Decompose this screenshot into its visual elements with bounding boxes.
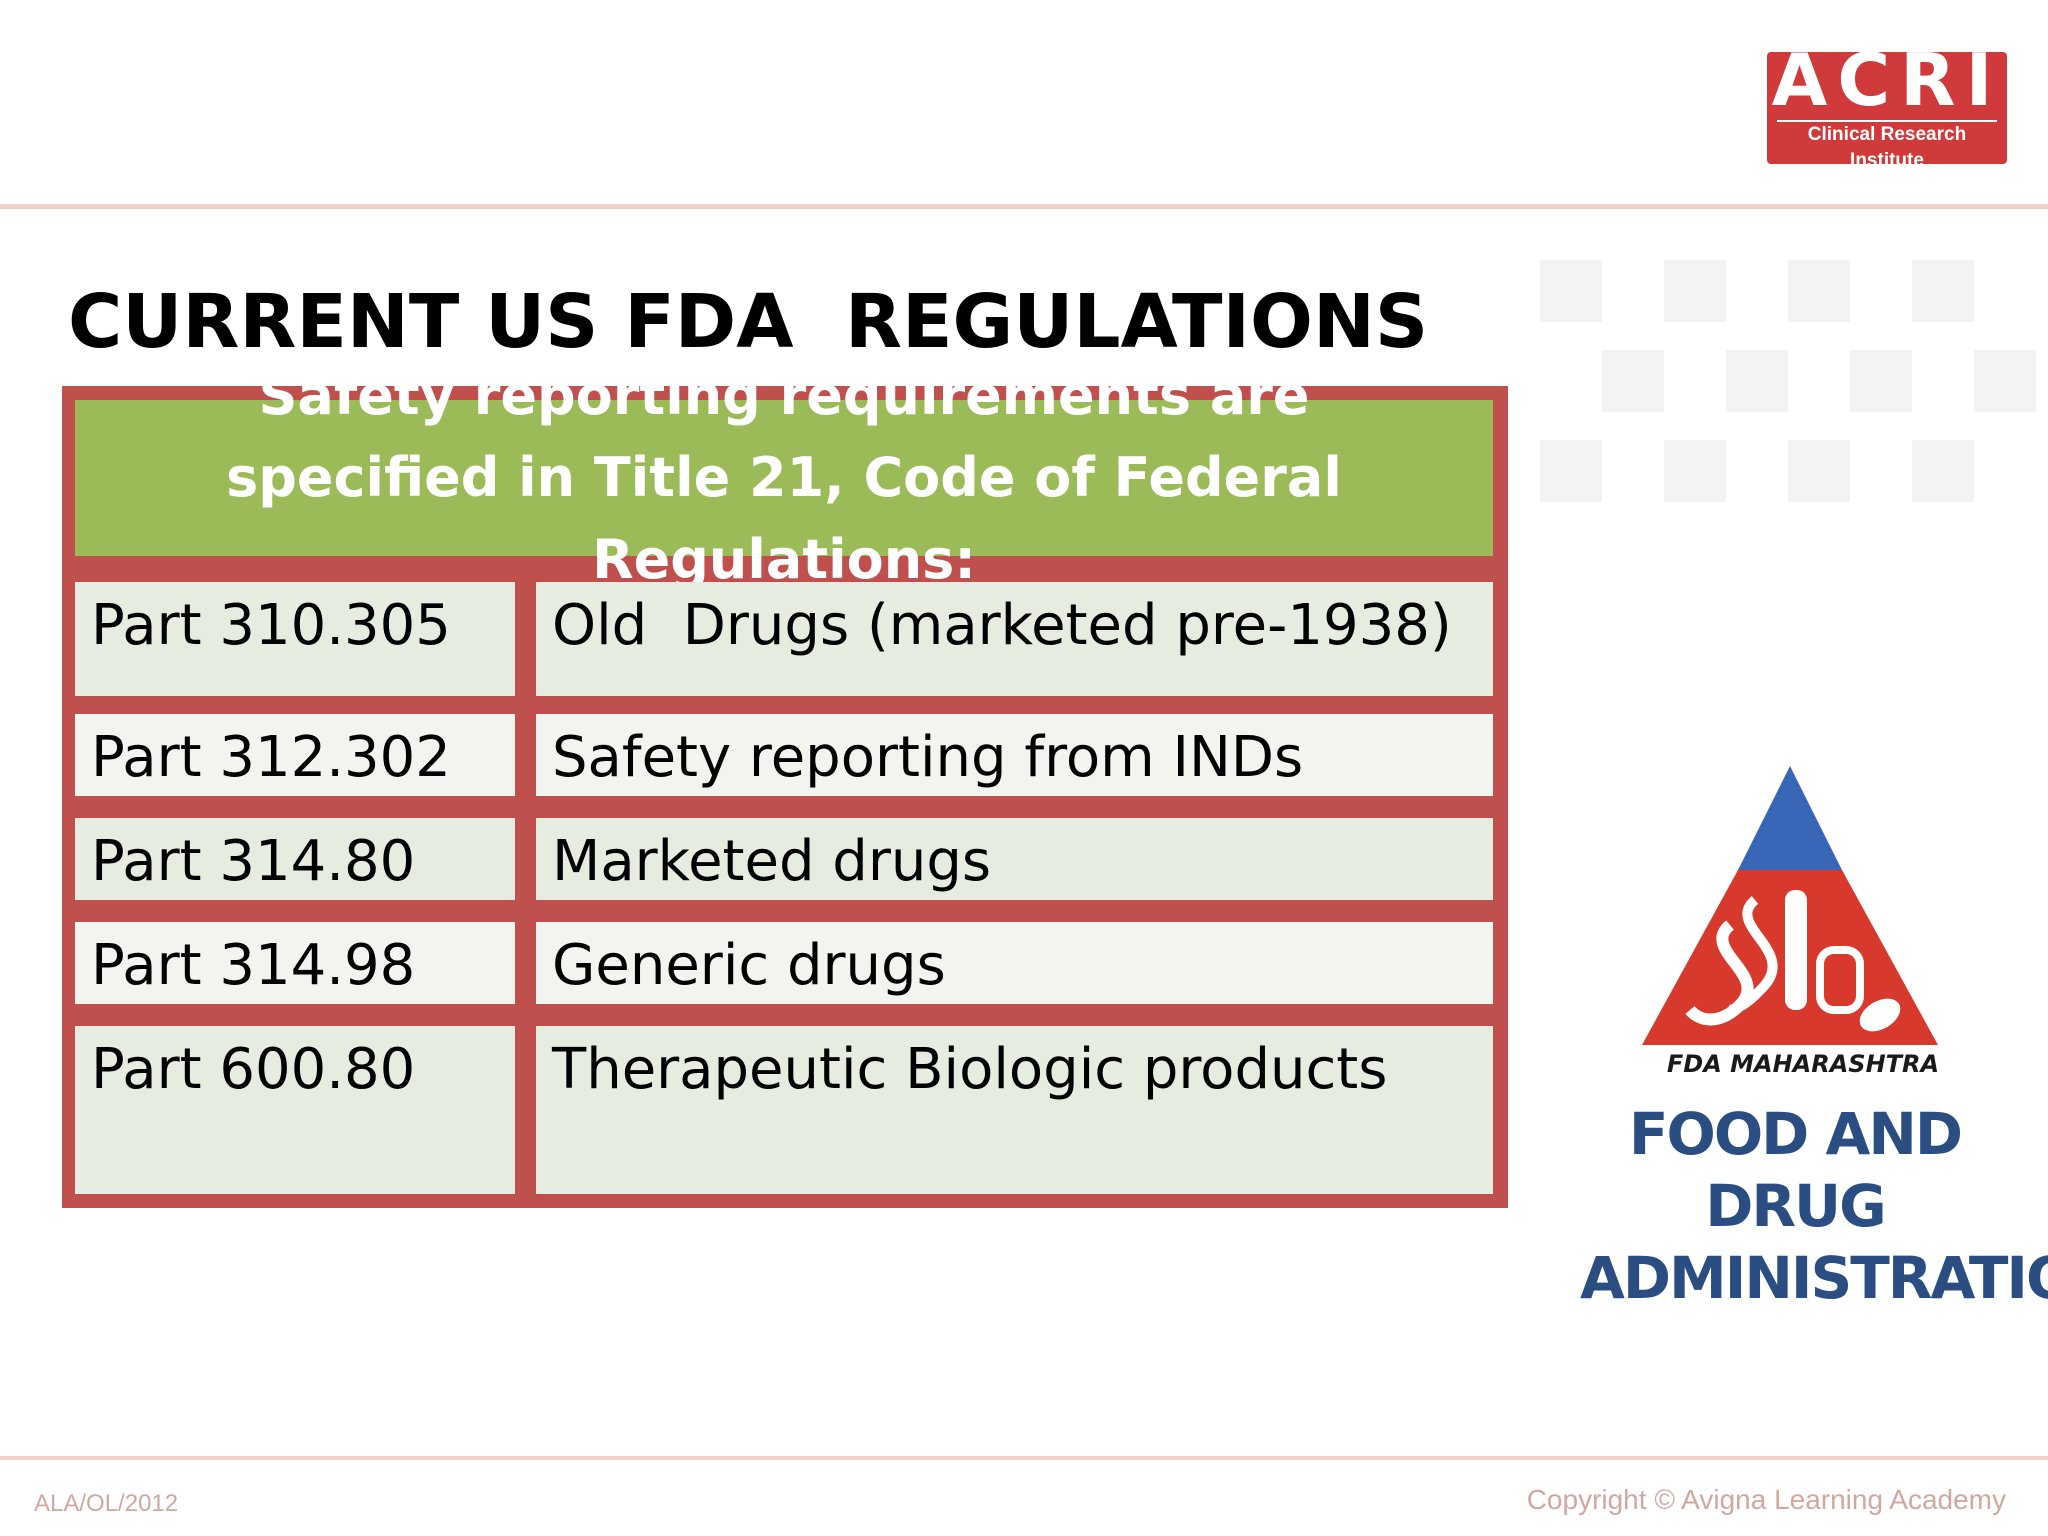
table-header: Safety reporting requirements are specif… bbox=[75, 364, 1493, 591]
table-row-part: Part 600.80 bbox=[75, 1026, 515, 1194]
table-row-part: Part 312.302 bbox=[75, 714, 515, 796]
table-row-description: Safety reporting from INDs bbox=[536, 714, 1493, 796]
acri-logo-text: ACRI bbox=[1771, 38, 2003, 122]
footer-divider bbox=[0, 1456, 2048, 1460]
background-pattern bbox=[1540, 240, 2048, 540]
table-row-part: Part 314.98 bbox=[75, 922, 515, 1004]
slide-title: CURRENT US FDA REGULATIONS bbox=[68, 279, 1429, 365]
regulations-table: Safety reporting requirements are specif… bbox=[62, 364, 1508, 1208]
table-row-description: Therapeutic Biologic products bbox=[536, 1026, 1493, 1194]
acri-logo-subtitle: Clinical Research Institute bbox=[1777, 120, 1997, 174]
table-header-text: Safety reporting requirements are specif… bbox=[226, 364, 1342, 591]
table-row-description: Old Drugs (marketed pre-1938) bbox=[536, 582, 1493, 696]
table-row-part: Part 314.80 bbox=[75, 818, 515, 900]
footer-copyright: Copyright © Avigna Learning Academy bbox=[1526, 1484, 2006, 1515]
acri-logo: ACRI Clinical Research Institute bbox=[1767, 42, 2007, 171]
fda-name-line1: FOOD AND DRUG bbox=[1628, 1100, 1963, 1240]
table-row-description: Generic drugs bbox=[536, 922, 1493, 1004]
fda-caption: FDA MAHARASHTRA bbox=[1666, 1050, 1940, 1078]
footer-code: ALA/OL/2012 bbox=[34, 1490, 179, 1517]
table-row-part: Part 310.305 bbox=[75, 582, 515, 696]
fda-name-line2: ADMINISTRATION bbox=[1580, 1244, 2048, 1312]
table-row-description: Marketed drugs bbox=[536, 818, 1493, 900]
fda-name: FOOD AND DRUG ADMINISTRATION bbox=[1580, 1098, 2048, 1314]
fda-triangle-logo bbox=[1642, 766, 1938, 1045]
header-divider bbox=[0, 204, 2048, 209]
